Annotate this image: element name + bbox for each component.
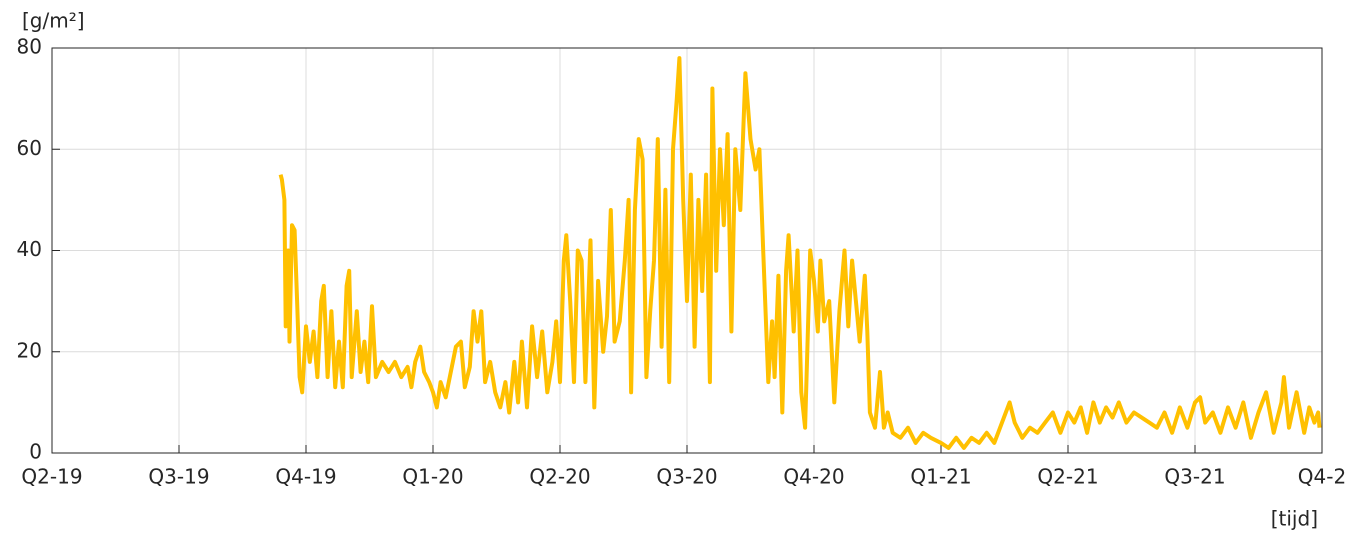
x-tick-label: Q4-19 bbox=[275, 465, 336, 489]
data-line bbox=[278, 56, 1322, 450]
x-axis-label: [tijd] bbox=[1271, 507, 1318, 531]
x-tick-label: Q1-20 bbox=[402, 465, 463, 489]
x-tick-label: Q4-2 bbox=[1298, 465, 1346, 489]
y-tick-label: 40 bbox=[17, 237, 42, 261]
x-tick-label: Q1-21 bbox=[910, 465, 971, 489]
y-tick-label: 80 bbox=[17, 35, 42, 59]
x-tick-label: Q3-20 bbox=[656, 465, 717, 489]
x-tick-label: Q2-20 bbox=[529, 465, 590, 489]
x-tick-label: Q3-21 bbox=[1164, 465, 1225, 489]
y-tick-label: 60 bbox=[17, 136, 42, 160]
x-tick-label: Q4-20 bbox=[783, 465, 844, 489]
y-tick-label: 0 bbox=[29, 440, 42, 464]
y-tick-label: 20 bbox=[17, 338, 42, 362]
y-axis-label: [g/m²] bbox=[22, 9, 85, 33]
x-tick-label: Q2-21 bbox=[1037, 465, 1098, 489]
x-tick-label: Q2-19 bbox=[21, 465, 82, 489]
axes-box bbox=[51, 47, 1323, 454]
x-tick-label: Q3-19 bbox=[148, 465, 209, 489]
